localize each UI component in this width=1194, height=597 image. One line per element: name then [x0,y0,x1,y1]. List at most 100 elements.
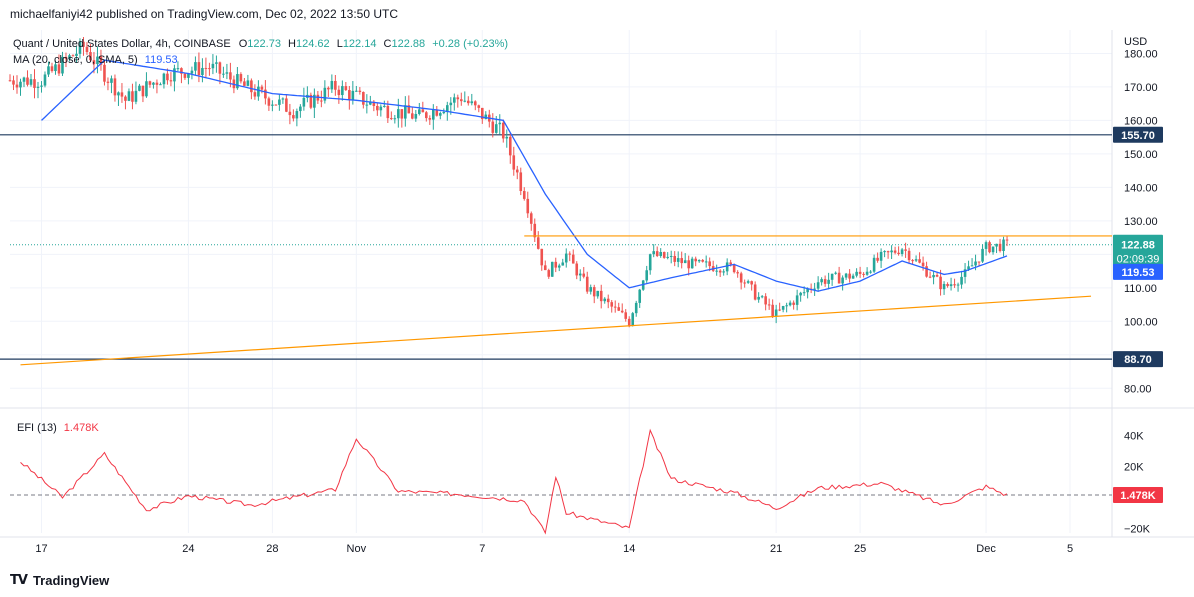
candle-body [271,104,274,106]
candle-body [652,251,656,255]
candle-body [820,279,823,283]
candle-body [435,109,439,116]
candle-body [893,250,897,253]
price-axis[interactable]: 80.0090.00100.00110.00120.00130.00140.00… [1124,48,1158,535]
candle-body [995,243,998,247]
candle-body [162,73,166,85]
candle-body [799,292,802,296]
candle-body [75,53,78,56]
candle-body [351,90,355,100]
time-axis[interactable]: 17 24 28 Nov 7 14 21 25 Dec 5 [35,543,1073,555]
candle-body [145,81,148,97]
candle-body [148,81,152,85]
candle-body [813,288,816,290]
candle-body [718,270,722,273]
candle-body [1005,239,1009,241]
last-price-tag-label: 122.88 [1121,240,1155,252]
candle-body [432,109,435,120]
last-price-tag [1113,234,1163,267]
candle-body [407,105,411,114]
candle-body [348,90,351,100]
candle-body [564,253,568,263]
candle-body [914,259,918,261]
horizontal-lines [0,134,1112,360]
publisher-line: michaelfaniyi42 published on TradingView… [10,7,399,21]
candle-body [557,265,561,268]
candle-body [61,56,64,74]
tradingview-footer[interactable]: TV TradingView [10,571,109,589]
candle-body [302,97,306,107]
candle-body [257,86,260,97]
candle-body [36,86,40,88]
candle-body [197,62,201,76]
tradingview-logo-icon: TV [10,572,28,588]
candle-body [575,263,579,276]
candle-body [596,290,600,297]
candle-body [792,302,795,305]
candle-body [155,82,159,85]
candle-body [750,281,753,285]
candle-body [89,52,92,61]
candle-body [928,276,932,278]
candle-body [743,282,746,284]
candle-body [456,97,460,100]
candle-body [442,111,446,114]
candle-body [236,74,239,89]
candle-body [963,269,967,277]
candle-body [673,255,676,262]
candle-body [110,78,113,83]
legend-l-label: L [337,38,343,50]
candle-body [603,298,607,302]
candle-body [683,260,687,264]
candle-body [655,251,659,256]
candle-body [313,94,316,108]
candle-body [848,273,851,279]
candle-body [645,270,649,281]
efi-value-tag-label: 1.478K [1120,490,1156,502]
efi-pane [10,428,1112,535]
candle-body [774,309,778,316]
candle-body [358,90,362,92]
candle-body [991,246,995,253]
usd-label: USD [1124,36,1147,48]
candle-body [550,261,554,277]
legend-o-label: O [239,38,248,50]
candle-body [211,63,215,69]
candle-body [767,304,771,306]
candle-body [54,64,57,72]
candle-body [120,92,124,97]
efi-tick-label: −20K [1124,523,1151,535]
price-tick-label: 140.00 [1124,182,1158,194]
candle-body [491,121,495,133]
candle-body [960,276,963,285]
candle-body [816,282,820,289]
candle-body [152,82,155,85]
candle-body [680,258,683,264]
candle-body [512,155,516,170]
candle-body [855,271,858,276]
countdown-label: 02:09:39 [1117,254,1160,266]
candle-body [865,271,869,275]
level-tag-label: 88.70 [1124,354,1152,366]
candle-body [998,243,1002,252]
candle-body [341,86,344,96]
candle-body [250,80,253,93]
candle-body [229,72,232,80]
candle-body [134,90,138,102]
candle-body [334,80,337,90]
candle-body [697,259,701,262]
candle-body [540,248,544,266]
candle-body [862,273,865,275]
candle-body [715,270,718,272]
candle-body [330,80,334,90]
legend-efi-row: EFI (13) 1.478K [17,422,99,434]
time-tick-label: 25 [854,543,866,555]
candle-body [292,115,295,119]
candle-body [501,122,505,139]
candle-body [788,302,792,306]
candle-body [411,113,414,119]
candle-body [827,279,830,284]
candle-body [285,98,288,112]
